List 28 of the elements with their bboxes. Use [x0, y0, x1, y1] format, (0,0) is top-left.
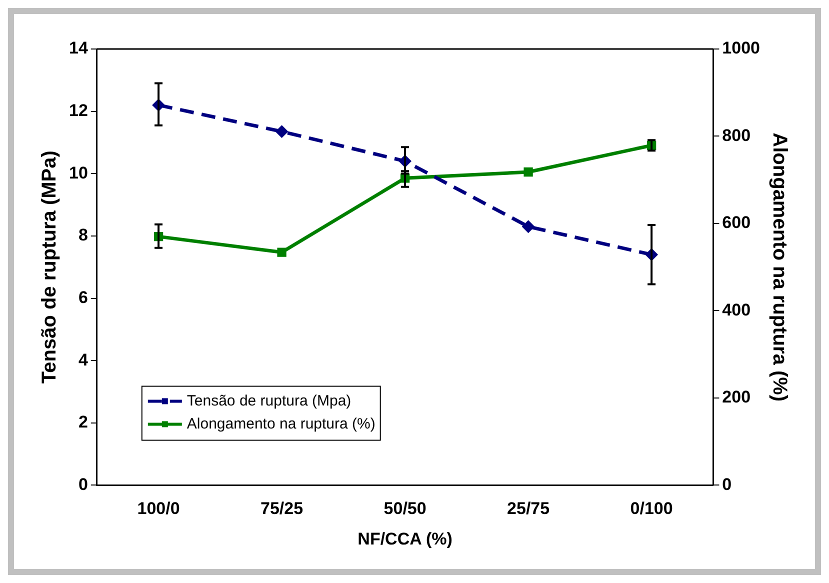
x-tick-label: 100/0 — [137, 499, 180, 518]
y-tick-label: 8 — [78, 226, 88, 245]
point — [277, 248, 286, 257]
legend-label: Alongamento na ruptura (%) — [186, 415, 376, 432]
y2-tick-label: 400 — [722, 300, 751, 320]
y2-tick-label: 1000 — [722, 38, 760, 58]
y-tick-label: 2 — [78, 412, 88, 432]
y-tick-label: 4 — [78, 350, 88, 370]
y-tick-label: 0 — [78, 474, 88, 494]
x-tick-label: 75/25 — [260, 499, 304, 518]
y2-tick-label: 200 — [722, 388, 751, 407]
x-tick-label: 0/100 — [630, 499, 673, 518]
legend-label: Tensão de ruptura (Mpa) — [186, 392, 352, 410]
x-axis-title: NF/CCA (%) — [358, 529, 452, 548]
y-tick-label: 6 — [78, 288, 88, 307]
point — [524, 167, 533, 177]
y2-tick-label: 0 — [722, 474, 732, 494]
y2-tick-label: 600 — [722, 213, 751, 232]
y2-tick-label: 800 — [722, 126, 751, 145]
y2-axis-title: Alongamento na ruptura (%) — [768, 132, 790, 402]
point — [276, 126, 288, 138]
y-tick-label: 14 — [68, 38, 88, 58]
y-tick-label: 10 — [68, 163, 88, 182]
y-axis-title: Tensão de ruptura (MPa) — [38, 150, 61, 384]
point — [522, 220, 534, 232]
x-tick-label: 50/50 — [384, 499, 426, 518]
y-tick-label: 12 — [68, 101, 88, 120]
x-tick-label: 25/75 — [507, 499, 550, 518]
